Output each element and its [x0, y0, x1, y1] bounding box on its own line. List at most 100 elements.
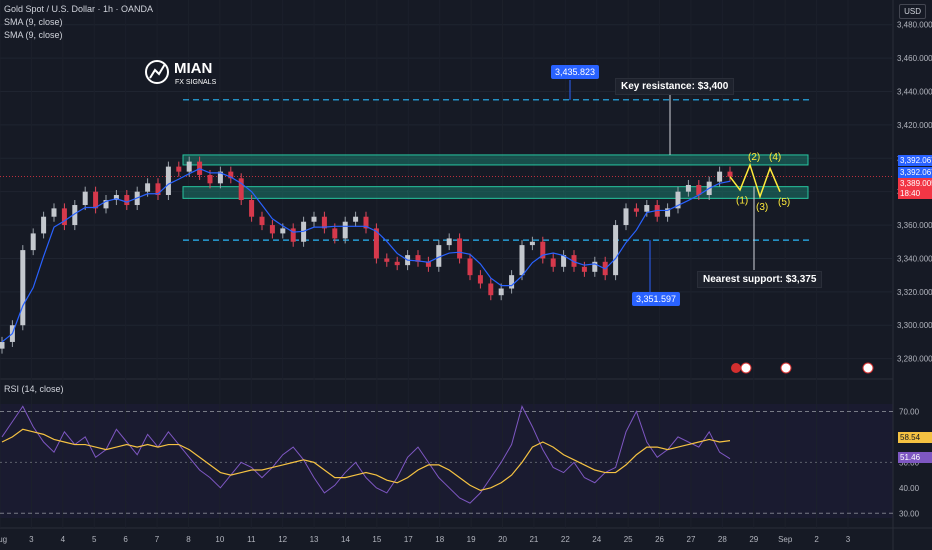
- time-tick-label: 15: [372, 535, 381, 544]
- candle-body: [165, 166, 171, 196]
- candle-body: [685, 184, 691, 192]
- candle-body: [717, 171, 723, 182]
- candle-body: [311, 216, 317, 222]
- candle-body: [217, 171, 223, 184]
- candle-body: [321, 216, 327, 229]
- rsi-tick-label: 70.00: [899, 407, 920, 416]
- us-flag-icon[interactable]: [740, 362, 752, 374]
- indicator-sma-2[interactable]: SMA (9, close): [4, 30, 63, 40]
- price-tick-label: 3,460.000: [897, 54, 932, 63]
- candle-body: [249, 200, 255, 217]
- candle-body: [415, 255, 421, 262]
- indicator-sma-1[interactable]: SMA (9, close): [4, 17, 63, 27]
- time-tick-label: 11: [247, 535, 256, 544]
- time-tick-label: 14: [341, 535, 350, 544]
- candle-body: [581, 266, 587, 272]
- candle-body: [103, 200, 109, 209]
- time-tick-label: 3: [846, 535, 851, 544]
- rsi-value-tag: 51.46: [898, 452, 932, 463]
- candle-body: [675, 191, 681, 209]
- candle-body: [93, 191, 99, 209]
- event-icons[interactable]: [731, 362, 874, 374]
- price-tick-label: 3,320.000: [897, 288, 932, 297]
- currency-button[interactable]: USD: [899, 4, 926, 19]
- time-tick-label: 12: [278, 535, 287, 544]
- time-tick-label: 6: [123, 535, 128, 544]
- time-tick-label: 18: [435, 535, 444, 544]
- candle-body: [623, 208, 629, 226]
- price-tick-label: 3,360.000: [897, 221, 932, 230]
- time-tick-label: 21: [529, 535, 538, 544]
- logo-subtitle: FX SIGNALS: [175, 79, 217, 86]
- logo-trend-icon: [149, 63, 166, 79]
- price-tag-sma-2: 3,392.067: [898, 167, 932, 178]
- time-tick-label: 4: [61, 535, 66, 544]
- brand-logo: MIAN FX SIGNALS: [145, 60, 217, 86]
- us-flag-icon[interactable]: [780, 362, 792, 374]
- price-tag-last: 3,389.005: [898, 178, 932, 189]
- low-price-callout: 3,351.597: [632, 292, 681, 306]
- candle-body: [155, 183, 161, 196]
- candle-body: [176, 166, 182, 172]
- candle-body: [696, 184, 702, 196]
- wave-label: (1): [736, 195, 748, 206]
- time-tick-label: 27: [687, 535, 696, 544]
- candle-body: [467, 258, 473, 276]
- time-tick-label: Sep: [778, 535, 793, 544]
- time-tick-label: 2: [814, 535, 819, 544]
- us-flag-icon[interactable]: [862, 362, 874, 374]
- candle-body: [488, 283, 494, 296]
- price-tick-label: 3,480.000: [897, 21, 932, 30]
- rsi-label[interactable]: RSI (14, close): [4, 384, 64, 394]
- candle-body: [238, 178, 244, 201]
- symbol-title[interactable]: Gold Spot / U.S. Dollar · 1h · OANDA: [4, 4, 154, 14]
- price-tick-label: 3,440.000: [897, 87, 932, 96]
- candle-body: [425, 261, 431, 267]
- candle-body: [633, 208, 639, 212]
- logo-ring-icon: [145, 60, 169, 84]
- time-tick-label: Aug: [0, 535, 7, 544]
- candle-body: [509, 275, 515, 289]
- price-tick-label: 3,340.000: [897, 254, 932, 263]
- high-price-callout: 3,435.823: [551, 65, 600, 79]
- candle-body: [529, 241, 535, 246]
- candle-body: [145, 183, 151, 192]
- price-tick-label: 3,420.000: [897, 121, 932, 130]
- candle-body: [186, 161, 192, 172]
- candle-body: [72, 205, 78, 226]
- time-tick-label: 22: [561, 535, 570, 544]
- candle-body: [124, 195, 130, 206]
- rsi-sma-tag: 58.54: [898, 432, 932, 443]
- candle-body: [207, 174, 213, 184]
- candle-body: [550, 258, 556, 267]
- time-tick-label: 26: [655, 535, 664, 544]
- time-tick-label: 29: [749, 535, 758, 544]
- nearest-support-note: Nearest support: $3,375: [697, 271, 823, 288]
- candle-body: [20, 250, 26, 326]
- candle-body: [0, 341, 5, 349]
- candle-body: [290, 228, 296, 242]
- candle-body: [353, 216, 359, 222]
- flash-event-icon[interactable]: [731, 363, 741, 373]
- wave-label: (3): [756, 202, 768, 213]
- key-resistance-note: Key resistance: $3,400: [615, 78, 735, 95]
- sma-line: [1, 168, 731, 343]
- candle-body: [457, 238, 463, 259]
- candle-body: [665, 208, 671, 217]
- candle-body: [592, 261, 598, 272]
- time-tick-label: 28: [718, 535, 727, 544]
- time-tick-label: 13: [310, 535, 319, 544]
- time-tick-label: 25: [624, 535, 633, 544]
- price-tick-label: 3,280.000: [897, 355, 932, 364]
- support-zone: [182, 186, 809, 199]
- candle-body: [498, 288, 504, 296]
- candle-body: [61, 208, 67, 226]
- rsi-band: [0, 404, 893, 518]
- countdown-tag: 18:40: [898, 188, 932, 199]
- elliott-wave-path: [729, 162, 781, 200]
- candle-body: [280, 228, 286, 234]
- time-tick-label: 20: [498, 535, 507, 544]
- candle-body: [51, 208, 57, 217]
